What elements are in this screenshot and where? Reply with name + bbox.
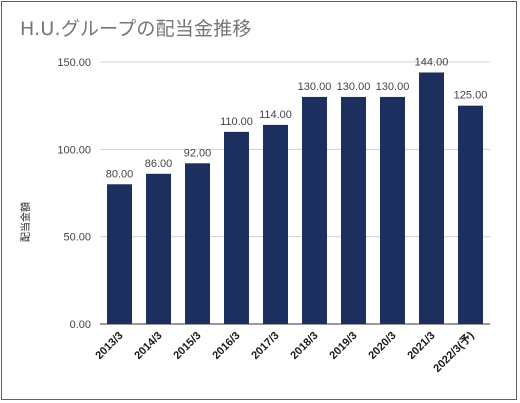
data-label: 130.00 — [376, 81, 410, 93]
bar — [146, 173, 171, 324]
y-tick-label: 150.00 — [57, 57, 91, 69]
x-axis-ticks: 2013/3 2014/3 2015/3 2016/3 2017/3 2018/3 2019… — [93, 329, 477, 375]
x-tick-label: 2018/3 — [288, 330, 320, 362]
data-label: 86.00 — [145, 158, 173, 170]
x-tick-label: 2016/3 — [210, 330, 242, 362]
data-label: 125.00 — [454, 90, 488, 102]
data-label: 114.00 — [259, 109, 292, 121]
y-axis-label: 配当金額 — [19, 202, 32, 242]
bar — [341, 96, 366, 324]
bar — [380, 96, 405, 324]
x-tick-label: 2015/3 — [171, 330, 203, 362]
x-tick-label: 2019/3 — [327, 330, 359, 362]
bar — [185, 163, 210, 324]
x-tick-label: 2020/3 — [366, 330, 398, 362]
x-tick-label: 2022/3(予) — [431, 329, 477, 375]
data-label: 80.00 — [106, 168, 134, 180]
y-tick-label: 0.00 — [70, 319, 91, 331]
x-tick-label: 2017/3 — [249, 330, 281, 362]
x-tick-label: 2013/3 — [93, 330, 125, 362]
y-tick-label: 50.00 — [63, 232, 91, 244]
y-tick-label: 100.00 — [57, 144, 91, 156]
bar — [224, 131, 249, 324]
data-label: 130.00 — [337, 81, 371, 93]
data-label: 92.00 — [184, 147, 212, 159]
bar — [458, 105, 483, 325]
bars — [107, 72, 483, 325]
chart-title: H.U.グループの配当金推移 — [20, 18, 252, 40]
data-labels: 80.00 86.00 92.00 110.00 114.00 130.00 130.00 1… — [106, 56, 488, 180]
data-label: 144.00 — [415, 56, 449, 68]
bar — [419, 72, 444, 324]
x-tick-label: 2021/3 — [405, 330, 437, 362]
data-label: 130.00 — [298, 81, 332, 93]
x-tick-label: 2014/3 — [132, 330, 164, 362]
bar — [107, 184, 132, 324]
data-label: 110.00 — [220, 116, 253, 128]
bar — [263, 124, 288, 324]
y-axis-ticks: 0.00 50.00 100.00 150.00 — [57, 57, 91, 331]
bar — [302, 96, 327, 324]
